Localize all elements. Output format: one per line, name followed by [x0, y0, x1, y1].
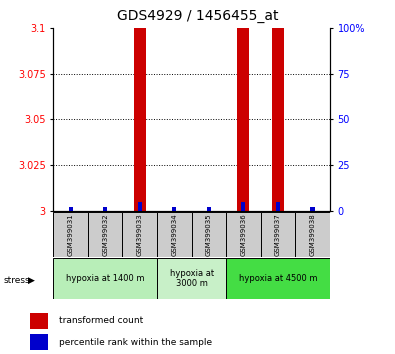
Bar — [241, 201, 246, 211]
Text: ▶: ▶ — [28, 276, 35, 285]
Text: stress: stress — [4, 276, 30, 285]
Bar — [30, 313, 48, 329]
Bar — [69, 207, 73, 211]
Bar — [103, 207, 107, 211]
Text: hypoxia at
3000 m: hypoxia at 3000 m — [169, 269, 214, 289]
Bar — [30, 334, 48, 350]
Text: GSM399034: GSM399034 — [171, 213, 177, 256]
Text: GDS4929 / 1456455_at: GDS4929 / 1456455_at — [117, 9, 278, 23]
Text: hypoxia at 4500 m: hypoxia at 4500 m — [239, 274, 317, 283]
Bar — [122, 212, 157, 257]
Text: transformed count: transformed count — [59, 316, 143, 325]
Bar — [207, 207, 211, 211]
Text: GSM399035: GSM399035 — [206, 213, 212, 256]
Bar — [138, 201, 142, 211]
Text: percentile rank within the sample: percentile rank within the sample — [59, 337, 212, 347]
Bar — [192, 212, 226, 257]
Bar — [295, 212, 330, 257]
Bar — [134, 28, 146, 211]
Bar — [53, 212, 88, 257]
Bar — [53, 258, 157, 299]
Bar — [88, 212, 122, 257]
Bar — [276, 201, 280, 211]
Bar — [157, 212, 192, 257]
Text: GSM399031: GSM399031 — [68, 213, 73, 256]
Text: GSM399036: GSM399036 — [241, 213, 246, 256]
Bar — [172, 207, 177, 211]
Text: GSM399038: GSM399038 — [310, 213, 316, 256]
Bar — [226, 212, 261, 257]
Text: GSM399037: GSM399037 — [275, 213, 281, 256]
Text: GSM399032: GSM399032 — [102, 213, 108, 256]
Text: GSM399033: GSM399033 — [137, 213, 143, 256]
Bar — [272, 28, 284, 211]
Bar — [157, 258, 226, 299]
Bar — [226, 258, 330, 299]
Bar — [237, 28, 250, 211]
Bar — [261, 212, 295, 257]
Bar — [310, 207, 314, 211]
Text: hypoxia at 1400 m: hypoxia at 1400 m — [66, 274, 145, 283]
